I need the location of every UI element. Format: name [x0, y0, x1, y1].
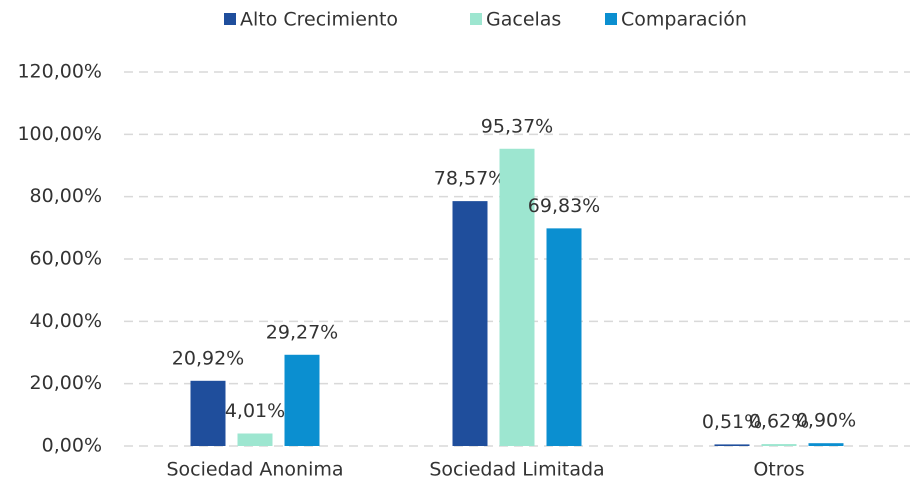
data-label: 69,83%	[528, 195, 600, 217]
data-label: 4,01%	[225, 400, 285, 422]
y-tick-label: 100,00%	[17, 123, 102, 145]
x-tick-label: Sociedad Anonima	[166, 459, 343, 481]
bar	[761, 444, 797, 446]
data-label: 0,90%	[796, 410, 856, 432]
data-label: 0,62%	[749, 411, 809, 433]
legend-swatch	[605, 13, 617, 25]
legend-swatch	[224, 13, 236, 25]
legend-swatch	[470, 13, 482, 25]
bar	[499, 148, 535, 447]
legend-label: Gacelas	[486, 9, 561, 31]
legend-label: Comparación	[621, 9, 747, 31]
y-tick-label: 80,00%	[30, 185, 102, 207]
bar	[714, 444, 750, 446]
bar	[452, 201, 488, 446]
data-label: 0,51%	[702, 411, 762, 433]
y-tick-label: 60,00%	[30, 248, 102, 270]
data-label: 20,92%	[172, 347, 244, 369]
data-label: 29,27%	[266, 321, 338, 343]
bar	[808, 443, 844, 446]
data-label: 78,57%	[434, 168, 506, 190]
y-tick-label: 40,00%	[30, 310, 102, 332]
y-tick-label: 20,00%	[30, 372, 102, 394]
y-tick-label: 120,00%	[17, 61, 102, 83]
x-tick-label: Sociedad Limitada	[429, 459, 604, 481]
bar	[284, 354, 320, 446]
y-tick-label: 0,00%	[42, 435, 102, 457]
legend-label: Alto Crecimiento	[240, 9, 398, 31]
bar	[546, 228, 582, 446]
bar	[190, 380, 226, 446]
bar	[237, 433, 273, 446]
data-label: 95,37%	[481, 115, 553, 137]
x-tick-label: Otros	[753, 459, 804, 481]
